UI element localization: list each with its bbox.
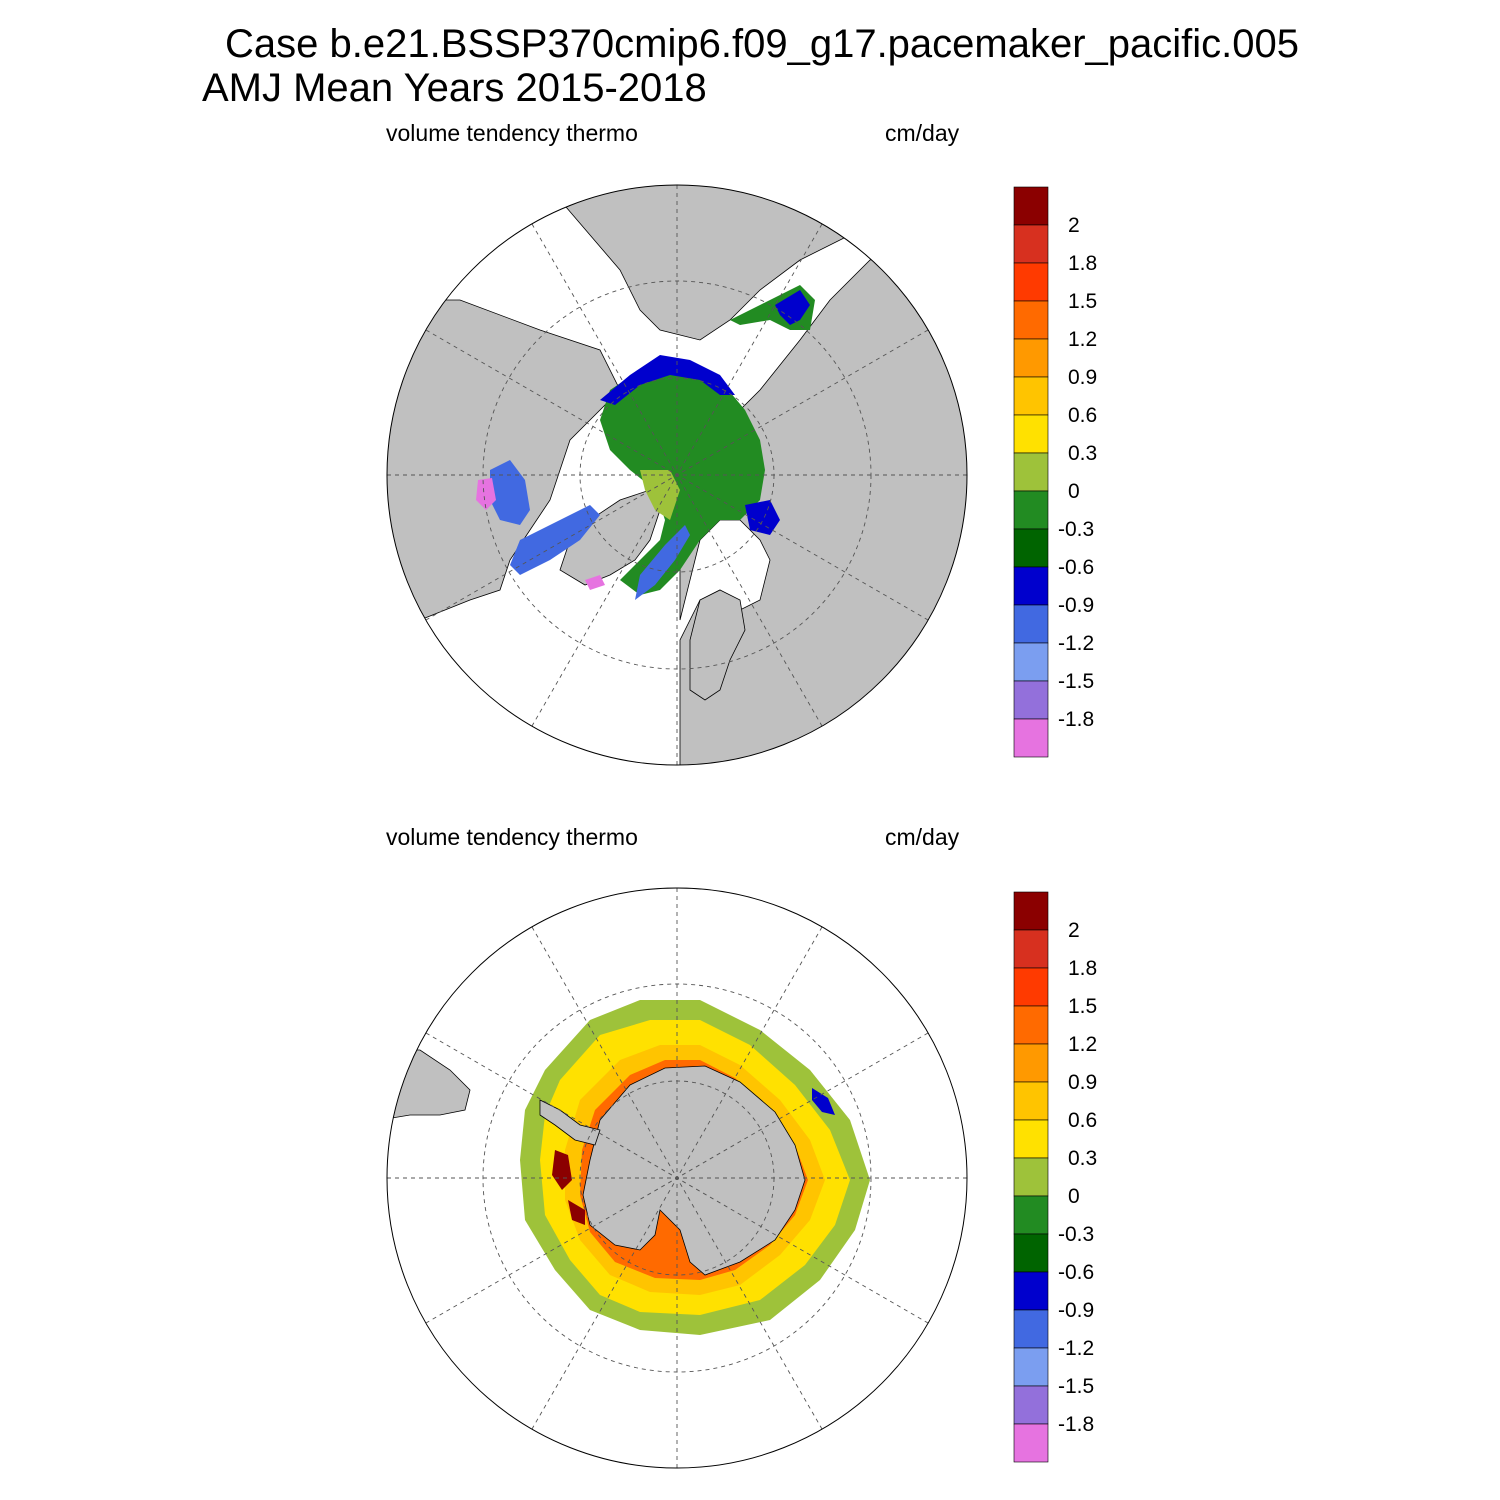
ice-blue-baffin	[510, 505, 600, 575]
land-beringia	[559, 185, 861, 341]
bottom-colorbar-tick-label: -1.2	[1058, 1337, 1094, 1360]
ice-blue-barents	[745, 500, 780, 535]
bottom-colorbar-swatch	[1013, 1233, 1049, 1273]
top-colorbar-tick-label: 0.6	[1068, 404, 1097, 427]
bottom-colorbar-swatch	[1013, 929, 1049, 969]
top-colorbar-tick-label: -1.5	[1058, 670, 1094, 693]
bottom-colorbar-tick-label: 1.8	[1068, 957, 1097, 980]
north-polar-map	[386, 184, 968, 766]
top-colorbar-tick-label: -0.9	[1058, 594, 1094, 617]
bottom-colorbar-tick-label: -0.6	[1058, 1261, 1094, 1284]
bottom-colorbar-tick-label: -0.9	[1058, 1299, 1094, 1322]
bottom-colorbar-swatch	[1013, 1119, 1049, 1159]
top-colorbar-tick-label: 0	[1068, 480, 1080, 503]
top-colorbar-swatch	[1013, 300, 1049, 340]
top-colorbar-tick-label: -0.3	[1058, 518, 1094, 541]
ice-blue-greenland-east	[635, 525, 690, 600]
top-colorbar-swatch	[1013, 604, 1049, 644]
ice-lightgreen-patch	[640, 470, 680, 520]
bottom-colorbar-tick-label: 0.9	[1068, 1071, 1097, 1094]
top-panel-units-label: cm/day	[885, 120, 960, 146]
top-colorbar-tick-label: 1.5	[1068, 290, 1097, 313]
bottom-colorbar-swatch	[1013, 1043, 1049, 1083]
plot-title: Case b.e21.BSSP370cmip6.f09_g17.pacemake…	[225, 22, 1300, 66]
top-colorbar-tick-label: -1.8	[1058, 708, 1094, 731]
ice-darkred-patch-2	[568, 1200, 585, 1225]
top-panel-variable-label: volume tendency thermo	[386, 120, 638, 146]
bottom-colorbar-tick-label: 0	[1068, 1185, 1080, 1208]
top-colorbar-tick-label: -0.6	[1058, 556, 1094, 579]
bottom-colorbar-swatch	[1013, 1385, 1049, 1425]
bottom-colorbar-swatch	[1013, 1081, 1049, 1121]
south-polar-map	[386, 887, 968, 1469]
bottom-colorbar-swatch	[1013, 1157, 1049, 1197]
bottom-colorbar-swatch	[1013, 1195, 1049, 1235]
bottom-colorbar-tick-label: -1.8	[1058, 1413, 1094, 1436]
ice-blue-hudson	[490, 460, 530, 525]
top-colorbar-tick-label: 1.2	[1068, 328, 1097, 351]
top-colorbar-tick-label: 0.3	[1068, 442, 1097, 465]
ice-violet-hudson	[476, 478, 496, 510]
top-colorbar-swatch	[1013, 262, 1049, 302]
top-colorbar-swatch	[1013, 490, 1049, 530]
top-colorbar-swatch	[1013, 642, 1049, 682]
bottom-colorbar-swatch	[1013, 1347, 1049, 1387]
top-colorbar-swatch	[1013, 452, 1049, 492]
top-colorbar-swatch	[1013, 680, 1049, 720]
south-graticule	[387, 888, 967, 1468]
ice-pink-labrador	[585, 575, 605, 590]
bottom-colorbar-tick-label: 1.5	[1068, 995, 1097, 1018]
top-colorbar-swatch	[1013, 224, 1049, 264]
ice-blue-patch	[812, 1088, 835, 1115]
bottom-colorbar-tick-label: -0.3	[1058, 1223, 1094, 1246]
top-colorbar-swatch	[1013, 186, 1049, 226]
bottom-colorbar-swatch	[1013, 1423, 1049, 1463]
bottom-colorbar-swatch	[1013, 967, 1049, 1007]
top-colorbar: 2 1.8 1.5 1.2 0.9 0.6 0.3 0 -0.3 -0.6 -0.9 -1.2 -1.5…	[1013, 186, 1097, 758]
land-scandinavia	[689, 589, 746, 701]
top-colorbar-tick-label: 2	[1068, 214, 1080, 237]
top-colorbar-swatch	[1013, 376, 1049, 416]
bottom-colorbar-tick-label: 1.2	[1068, 1033, 1097, 1056]
top-colorbar-swatch	[1013, 566, 1049, 606]
top-colorbar-tick-label: 1.8	[1068, 252, 1097, 275]
top-colorbar-swatch	[1013, 718, 1049, 758]
north-graticule	[387, 185, 967, 765]
bottom-colorbar-tick-label: -1.5	[1058, 1375, 1094, 1398]
bottom-colorbar: 2 1.8 1.5 1.2 0.9 0.6 0.3 0 -0.3 -0.6 -0.9 -1.2 -1.5…	[1013, 891, 1097, 1463]
bottom-panel-variable-label: volume tendency thermo	[386, 824, 638, 850]
ice-green-central	[600, 365, 765, 595]
plot-subtitle: AMJ Mean Years 2015-2018	[202, 66, 707, 110]
top-colorbar-swatch	[1013, 528, 1049, 568]
top-colorbar-swatch	[1013, 414, 1049, 454]
ice-blue-rim-north	[600, 355, 735, 405]
bottom-colorbar-swatch	[1013, 1271, 1049, 1311]
top-colorbar-tick-label: 0.9	[1068, 366, 1097, 389]
top-colorbar-tick-label: -1.2	[1058, 632, 1094, 655]
ice-blue-bering	[775, 290, 810, 325]
bottom-colorbar-tick-label: 0.6	[1068, 1109, 1097, 1132]
bottom-colorbar-swatch	[1013, 1005, 1049, 1045]
top-colorbar-swatch	[1013, 338, 1049, 378]
land-antarctica	[582, 1065, 806, 1276]
ice-darkred-patch	[552, 1150, 572, 1190]
bottom-colorbar-swatch	[1013, 891, 1049, 931]
bottom-colorbar-tick-label: 0.3	[1068, 1147, 1097, 1170]
bottom-colorbar-swatch	[1013, 1309, 1049, 1349]
bottom-colorbar-tick-label: 2	[1068, 919, 1080, 942]
bottom-panel-units-label: cm/day	[885, 824, 960, 850]
land-antarctic-peninsula	[539, 1099, 601, 1146]
